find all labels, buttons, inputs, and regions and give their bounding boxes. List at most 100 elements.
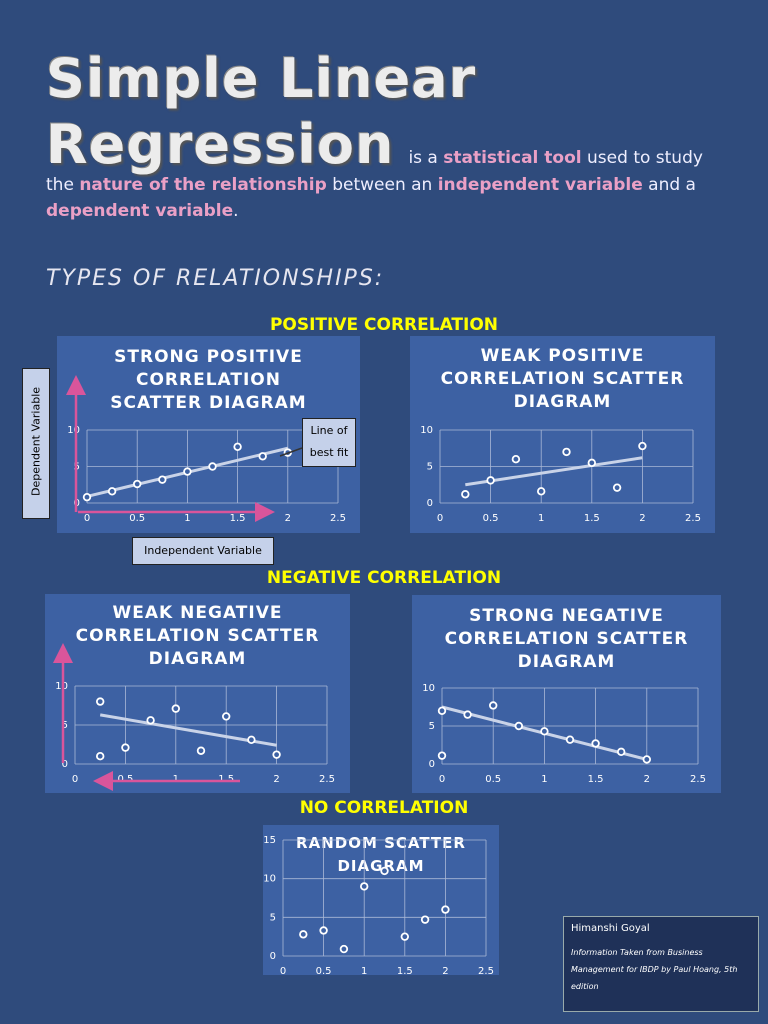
x-tick-label: 0.5 bbox=[485, 774, 501, 785]
y-tick-label: 0 bbox=[62, 759, 68, 770]
label-box: Dependent Variable bbox=[22, 368, 50, 519]
point bbox=[638, 441, 647, 451]
chart-title: STRONG POSITIVE CORRELATION SCATTER DIAG… bbox=[110, 347, 307, 413]
x-tick-label: 2.5 bbox=[685, 513, 701, 524]
dependent-label: Dependent Variable bbox=[29, 386, 43, 497]
x-tick-label: 0.5 bbox=[129, 513, 145, 524]
chart-title: STRONG NEGATIVE CORRELATION SCATTER DIAG… bbox=[444, 606, 689, 672]
y-tick-label: 0 bbox=[270, 951, 276, 962]
intro: Regression is a statistical tool used to … bbox=[46, 118, 736, 224]
point bbox=[514, 721, 523, 731]
x-tick-label: 0 bbox=[280, 966, 286, 977]
intro-text: nature of the relationship bbox=[79, 175, 327, 195]
point bbox=[612, 483, 622, 492]
section-heading: POSITIVE CORRELATION bbox=[269, 315, 499, 335]
x-tick-label: 0 bbox=[84, 513, 90, 524]
point bbox=[400, 932, 409, 941]
author: Himanshi Goyal bbox=[571, 923, 650, 934]
point bbox=[183, 467, 192, 476]
section-heading: NO CORRELATION bbox=[299, 798, 469, 818]
y-tick-label: 0 bbox=[429, 759, 435, 770]
section-heading: NEGATIVE CORRELATION bbox=[266, 568, 502, 588]
y-tick-label: 5 bbox=[429, 721, 435, 732]
footer: Himanshi Goyal Information Taken from Bu… bbox=[563, 916, 759, 1012]
source: Information Taken from Business Manageme… bbox=[571, 948, 738, 991]
point bbox=[540, 727, 549, 736]
trendline bbox=[99, 713, 277, 747]
point bbox=[272, 750, 281, 759]
point bbox=[171, 704, 180, 713]
title: Regression bbox=[46, 113, 395, 176]
x-tick-label: 0.5 bbox=[316, 966, 332, 977]
point bbox=[463, 710, 472, 719]
point bbox=[437, 706, 447, 715]
x-tick-label: 2 bbox=[644, 774, 650, 785]
x-tick-label: 0 bbox=[72, 774, 78, 785]
point bbox=[233, 442, 242, 451]
y-tick-label: 5 bbox=[62, 720, 68, 731]
x-tick-label: 1 bbox=[541, 774, 547, 785]
x-tick-label: 0.5 bbox=[117, 774, 133, 785]
x-tick-label: 1 bbox=[538, 513, 544, 524]
intro-text: independent variable bbox=[437, 175, 643, 195]
point bbox=[437, 751, 447, 760]
point bbox=[107, 487, 117, 496]
intro-text: is a bbox=[408, 148, 444, 168]
point bbox=[158, 475, 167, 484]
chart-title: WEAK POSITIVE CORRELATION SCATTER DIAGRA… bbox=[440, 346, 685, 412]
point bbox=[247, 735, 256, 745]
x-tick-label: 1.5 bbox=[397, 966, 413, 977]
point bbox=[339, 944, 349, 954]
y-tick-label: 10 bbox=[422, 683, 435, 694]
point bbox=[511, 455, 521, 464]
chart-panel: RANDOM SCATTER DIAGRAM bbox=[263, 825, 499, 975]
point bbox=[562, 447, 571, 457]
subheading: TYPES OF RELATIONSHIPS: bbox=[46, 266, 385, 291]
y-tick-label: 10 bbox=[55, 681, 68, 692]
intro-text: and a bbox=[642, 175, 702, 195]
intro-text: . bbox=[233, 201, 239, 221]
point bbox=[196, 746, 206, 755]
x-tick-label: 2.5 bbox=[478, 966, 494, 977]
point bbox=[319, 926, 328, 935]
point bbox=[95, 697, 105, 706]
title: Simple Linear bbox=[46, 47, 477, 110]
point bbox=[146, 716, 155, 725]
independent-label: Independent Variable bbox=[132, 537, 274, 565]
y-tick-label: 10 bbox=[67, 425, 80, 436]
chart-title: WEAK NEGATIVE CORRELATION SCATTER DIAGRA… bbox=[75, 603, 320, 669]
intro-text: between an bbox=[326, 175, 438, 195]
best-fit-label: Line of best fit bbox=[302, 418, 356, 467]
point bbox=[360, 882, 369, 891]
point bbox=[565, 735, 575, 744]
x-tick-label: 2 bbox=[285, 513, 291, 524]
point bbox=[489, 701, 498, 710]
x-tick-label: 1.5 bbox=[218, 774, 234, 785]
x-tick-label: 1.5 bbox=[230, 513, 246, 524]
point bbox=[380, 866, 389, 876]
point bbox=[299, 930, 308, 939]
x-tick-label: 2.5 bbox=[319, 774, 335, 785]
point bbox=[587, 458, 596, 468]
point bbox=[420, 915, 430, 924]
point bbox=[441, 905, 450, 914]
x-tick-label: 1 bbox=[361, 966, 367, 977]
chart-panel: STRONG NEGATIVE CORRELATION SCATTER DIAG… bbox=[412, 595, 721, 793]
x-tick-label: 2 bbox=[442, 966, 448, 977]
point bbox=[95, 752, 105, 761]
point bbox=[221, 712, 231, 721]
y-tick-label: 15 bbox=[263, 835, 276, 846]
x-tick-label: 2 bbox=[273, 774, 279, 785]
x-tick-label: 1 bbox=[173, 774, 179, 785]
x-tick-label: 1.5 bbox=[588, 774, 604, 785]
point bbox=[208, 462, 217, 471]
intro-text: used to study the bbox=[46, 148, 709, 195]
x-tick-label: 1 bbox=[184, 513, 190, 524]
intro-text: statistical tool bbox=[443, 148, 582, 168]
arrow bbox=[279, 447, 303, 457]
x-tick-label: 0 bbox=[439, 774, 445, 785]
y-tick-label: 0 bbox=[427, 498, 433, 509]
x-tick-label: 2.5 bbox=[690, 774, 706, 785]
